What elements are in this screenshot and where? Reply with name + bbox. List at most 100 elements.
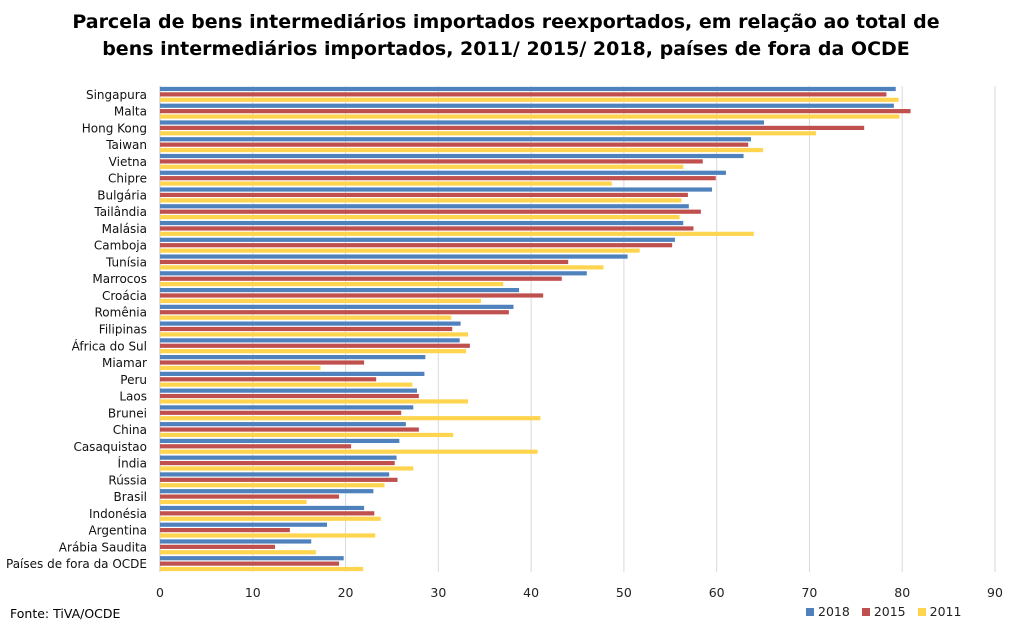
category-label: Malta	[114, 105, 147, 119]
bar-2011	[160, 214, 680, 220]
bar-2015	[160, 544, 276, 549]
chart-title: Parcela de bens intermediários importado…	[0, 9, 1012, 63]
bar-2011	[160, 231, 754, 236]
bar-2015	[160, 561, 340, 566]
bar-2011	[160, 466, 414, 471]
bar-2018	[160, 505, 365, 511]
legend-label-2011: 2011	[929, 604, 962, 619]
source-note: Fonte: TiVA/OCDE	[10, 606, 121, 621]
category-label: Taiwan	[105, 138, 147, 152]
bar-2018	[160, 388, 417, 393]
bar-2015	[160, 125, 865, 130]
bar-2018	[160, 522, 327, 527]
category-label: Vietna	[109, 155, 147, 169]
bar-2015	[160, 494, 340, 499]
bar-2015	[160, 92, 887, 97]
bar-2015	[160, 444, 352, 449]
bar-2011	[160, 349, 467, 354]
category-label: Países de fora da OCDE	[6, 557, 147, 571]
bar-2018	[160, 438, 400, 444]
bar-2018	[160, 455, 397, 460]
bar-2018	[160, 405, 414, 410]
bar-2011	[160, 114, 900, 119]
bar-2015	[160, 310, 509, 315]
bar-2015	[160, 209, 701, 214]
legend-item-2015: 2015	[861, 604, 906, 619]
x-tick-label: 10	[245, 585, 261, 600]
bar-2018	[160, 338, 460, 343]
legend-item-2018: 2018	[806, 604, 850, 619]
x-tick-label: 0	[156, 585, 164, 600]
category-label: Camboja	[94, 239, 147, 253]
category-label: Tailândia	[93, 205, 147, 219]
category-label: Hong Kong	[82, 121, 147, 135]
category-label: Bulgária	[97, 188, 147, 202]
bar-2011	[160, 449, 538, 454]
bar-2018	[160, 170, 726, 175]
category-label: Argentina	[88, 524, 147, 538]
legend-swatch-2018	[806, 607, 814, 616]
bar-2015	[160, 326, 453, 332]
bar-2018	[160, 371, 425, 376]
bar-2018	[160, 187, 713, 192]
bar-2011	[160, 265, 604, 270]
bar-2015	[160, 259, 569, 265]
category-label: Singapura	[86, 88, 147, 102]
bar-2018	[160, 120, 764, 125]
bar-2018	[160, 355, 426, 360]
bar-2018	[160, 472, 390, 477]
bar-2018	[160, 304, 514, 309]
bar-2015	[160, 477, 398, 482]
bar-2011	[160, 365, 321, 371]
bar-2011	[160, 315, 452, 320]
bar-2018	[160, 103, 894, 108]
category-label: Miamar	[102, 356, 147, 370]
x-tick-label: 70	[801, 585, 817, 600]
x-tick-label: 30	[430, 585, 446, 600]
category-label: Brunei	[108, 406, 147, 420]
bar-2015	[160, 276, 562, 281]
bar-2015	[160, 159, 703, 164]
bar-2018	[160, 489, 374, 494]
category-label: Indonésia	[89, 507, 147, 521]
bar-2015	[160, 410, 402, 415]
bar-2018	[160, 204, 689, 209]
category-label: Casaquistao	[73, 440, 147, 454]
bar-2011	[160, 550, 316, 555]
bar-2011	[160, 198, 682, 203]
bar-2011	[160, 432, 454, 438]
category-label: China	[113, 423, 147, 437]
chart-title-line-2: bens intermediários importados, 2011/ 20…	[102, 38, 910, 60]
bar-2018	[160, 254, 628, 259]
bar-2011	[160, 248, 640, 253]
bar-2018	[160, 220, 684, 226]
category-labels: Singapura Malta Hong Kong Taiwan Vietna Chipr…	[6, 88, 147, 571]
category-label: Romênia	[94, 306, 147, 320]
x-tick-label: 50	[616, 585, 632, 600]
x-tick-label: 40	[523, 585, 539, 600]
bars	[160, 86, 911, 572]
category-label: Laos	[119, 390, 147, 404]
bar-2018	[160, 287, 520, 293]
legend-swatch-2015	[861, 607, 870, 616]
category-label: Peru	[120, 373, 147, 387]
legend-item-2011: 2011	[917, 604, 962, 619]
category-label: Arábia Saudita	[59, 540, 147, 554]
bar-2011	[160, 181, 612, 186]
bar-2018	[160, 539, 312, 544]
bar-2011	[160, 97, 899, 102]
bar-2015	[160, 226, 694, 231]
bar-2015	[160, 460, 395, 466]
bar-2011	[160, 147, 764, 153]
legend-label-2018: 2018	[818, 604, 850, 619]
bar-2011	[160, 416, 541, 421]
bar-2015	[160, 176, 716, 181]
bar-2015	[160, 109, 911, 114]
bar-2011	[160, 516, 381, 521]
bar-2018	[160, 237, 675, 242]
legend-swatch-2011	[917, 607, 926, 616]
bar-2018	[160, 153, 744, 159]
bar-2011	[160, 282, 504, 287]
bar-2018	[160, 556, 344, 561]
